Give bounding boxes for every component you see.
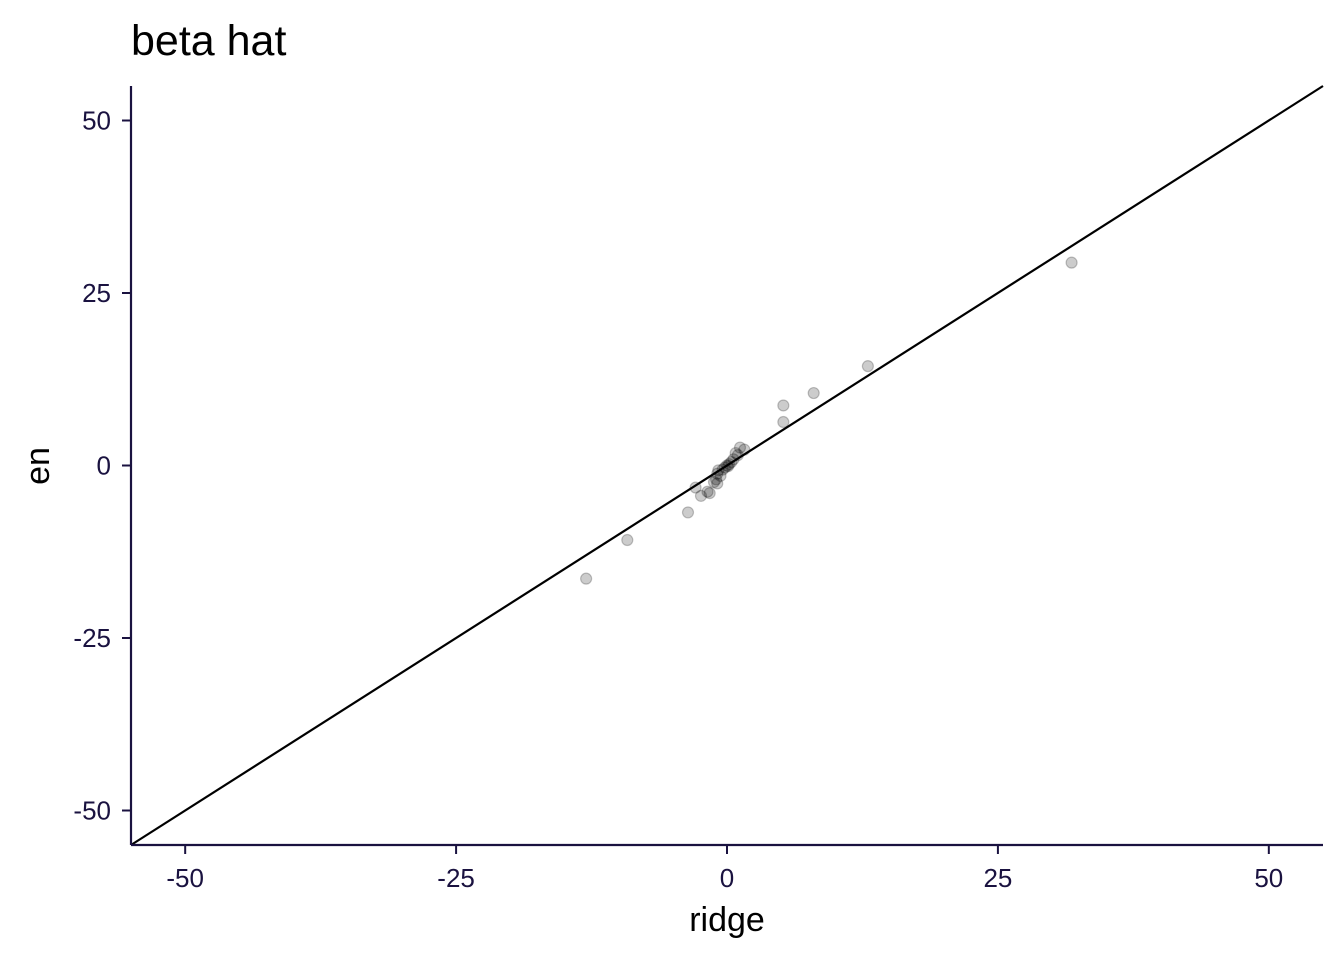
data-point	[723, 458, 736, 471]
y-tick-label: 25	[82, 278, 111, 308]
y-axis-ticks: -50 -25 0 25 50	[73, 106, 131, 826]
x-tick-label: 25	[983, 863, 1012, 893]
y-tick-label: 0	[97, 451, 111, 481]
points-layer	[580, 256, 1078, 585]
data-point	[714, 469, 727, 482]
data-point	[1065, 256, 1078, 269]
x-tick-label: 0	[720, 863, 734, 893]
data-point	[621, 533, 634, 547]
data-point	[727, 453, 740, 466]
data-point	[703, 487, 716, 500]
x-axis-label: ridge	[689, 901, 765, 939]
data-point	[712, 464, 725, 477]
data-point	[725, 455, 738, 469]
data-point	[721, 460, 735, 473]
data-point	[716, 463, 729, 476]
data-point	[711, 467, 724, 480]
y-axis-label: en	[19, 447, 57, 485]
data-point	[861, 360, 874, 373]
reference-line	[130, 85, 1324, 846]
data-point	[711, 477, 724, 490]
data-point	[707, 475, 721, 489]
x-tick-label: 50	[1254, 863, 1283, 893]
data-point	[807, 386, 820, 400]
data-point	[731, 449, 744, 462]
data-point	[710, 473, 723, 486]
x-tick-label: -50	[166, 863, 204, 893]
data-point	[733, 441, 747, 454]
chart-title: beta hat	[131, 17, 286, 65]
data-point	[689, 481, 702, 494]
data-point	[777, 415, 790, 429]
y-tick-label: -50	[73, 796, 111, 826]
data-point	[718, 461, 731, 474]
data-point	[738, 443, 751, 456]
data-point	[701, 485, 714, 498]
data-point	[681, 506, 695, 519]
x-tick-label: -25	[437, 863, 475, 893]
data-point	[720, 459, 734, 472]
x-axis-ticks: -50 -25 0 25 50	[166, 845, 1283, 893]
data-point	[580, 572, 593, 585]
data-point	[777, 399, 790, 412]
y-tick-label: -25	[73, 623, 111, 653]
y-tick-label: 50	[82, 106, 111, 136]
plot-area	[130, 85, 1324, 846]
data-point	[729, 446, 742, 460]
data-point	[694, 489, 708, 502]
